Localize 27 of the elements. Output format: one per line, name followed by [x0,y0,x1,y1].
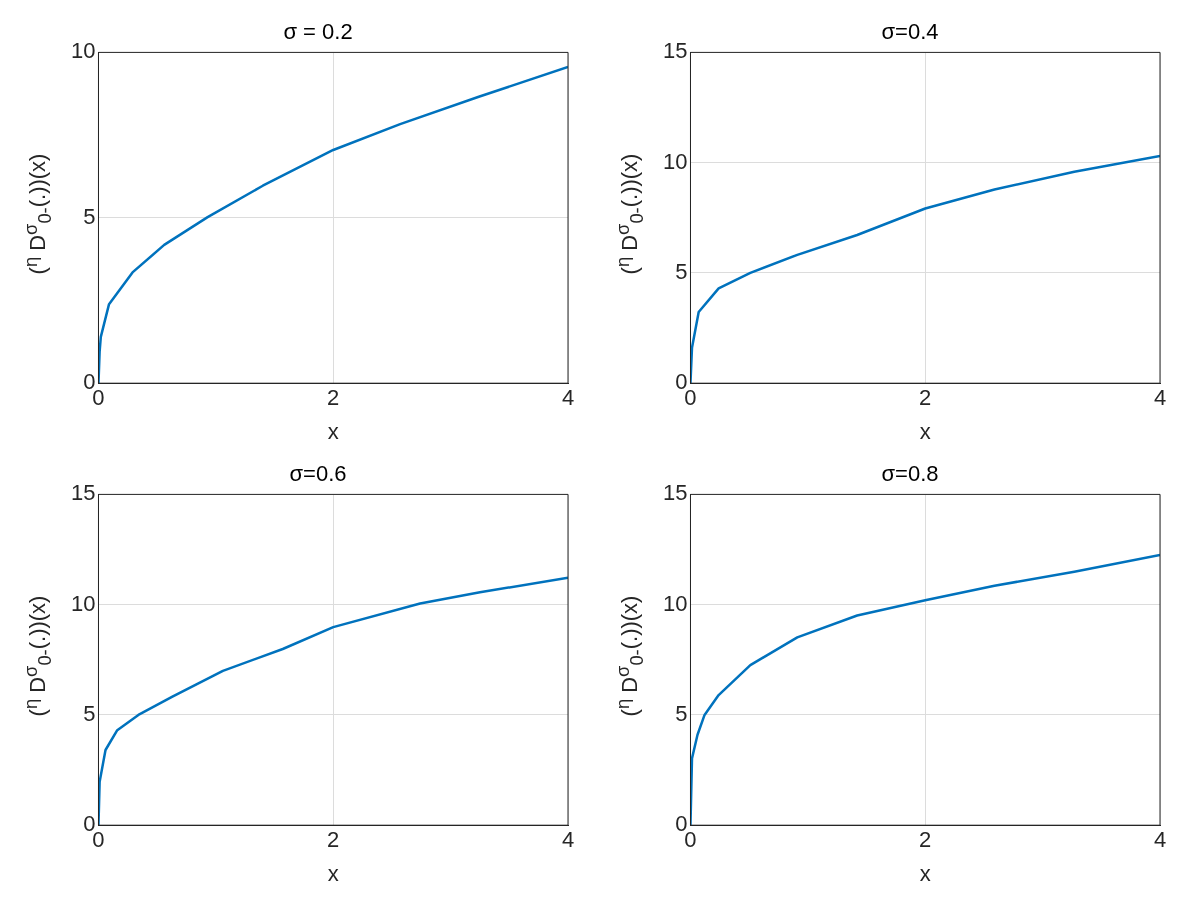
x-tick-label: 4 [1153,827,1167,853]
x-tick-label: 4 [561,827,575,853]
x-axis-title: x [327,418,339,444]
y-tick-label: 5 [675,259,688,284]
y-tick-label: 15 [70,480,96,506]
y-tick-label: 15 [662,38,688,64]
y-tick-label: 10 [662,148,688,174]
y-tick-label: 5 [675,701,688,726]
x-tick-label: 4 [561,385,575,411]
y-tick-label: 10 [70,38,96,64]
y-tick-label: 15 [662,480,688,506]
x-tick-label: 4 [1153,385,1167,411]
x-tick-label: 2 [919,385,932,411]
y-tick-label: 10 [662,590,688,616]
chart-title: σ=0.4 [881,19,939,45]
x-tick-label: 2 [327,827,340,853]
x-axis-title: x [919,860,931,886]
x-axis-title: x [327,860,339,886]
chart-title: σ=0.6 [289,461,347,487]
y-tick-label: 10 [70,590,96,616]
x-tick-label: 2 [919,827,932,853]
chart-title: σ=0.8 [881,461,939,487]
y-tick-label: 5 [83,701,96,726]
chart-title: σ = 0.2 [283,19,353,45]
x-tick-label: 2 [327,385,340,411]
y-tick-label: 5 [83,203,96,229]
x-axis-title: x [919,418,931,444]
